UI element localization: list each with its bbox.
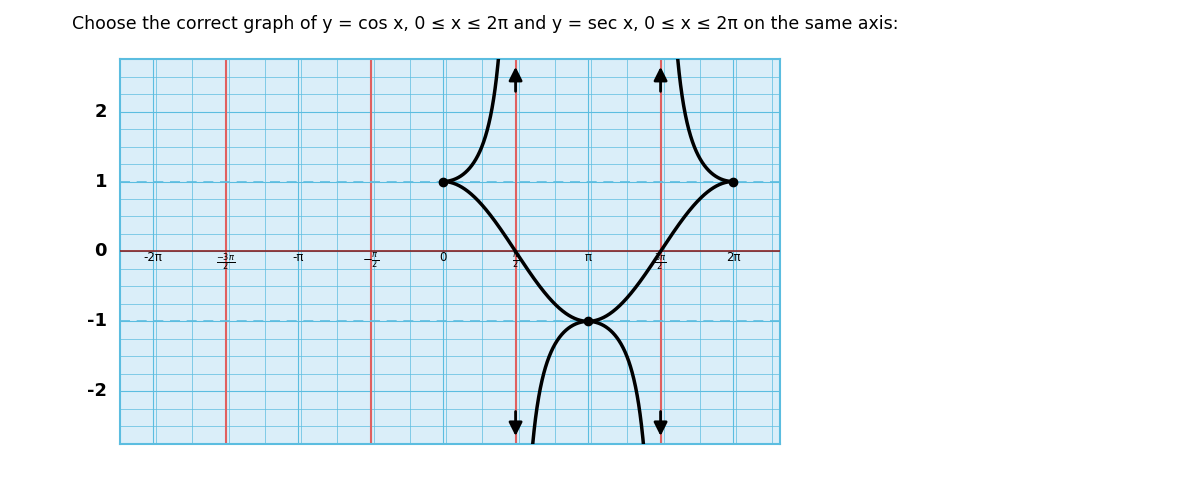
Text: 2π: 2π [726,251,740,264]
Text: Choose the correct graph of y = cos x, 0 ≤ x ≤ 2π and y = sec x, 0 ≤ x ≤ 2π on t: Choose the correct graph of y = cos x, 0… [72,15,899,33]
Text: -1: -1 [88,313,107,330]
Text: 0: 0 [95,243,107,260]
Text: $-\frac{\pi}{2}$: $-\frac{\pi}{2}$ [362,251,379,271]
Text: 2: 2 [95,103,107,121]
Text: -π: -π [293,251,304,264]
Text: 1: 1 [95,173,107,190]
Text: -2: -2 [88,382,107,400]
Text: $\frac{3\pi}{2}$: $\frac{3\pi}{2}$ [654,251,667,273]
Text: 0: 0 [439,251,446,264]
Text: $\frac{-3\pi}{2}$: $\frac{-3\pi}{2}$ [216,251,235,273]
Text: $\frac{\pi}{2}$: $\frac{\pi}{2}$ [512,251,520,271]
Text: -2π: -2π [144,251,162,264]
Text: π: π [584,251,592,264]
